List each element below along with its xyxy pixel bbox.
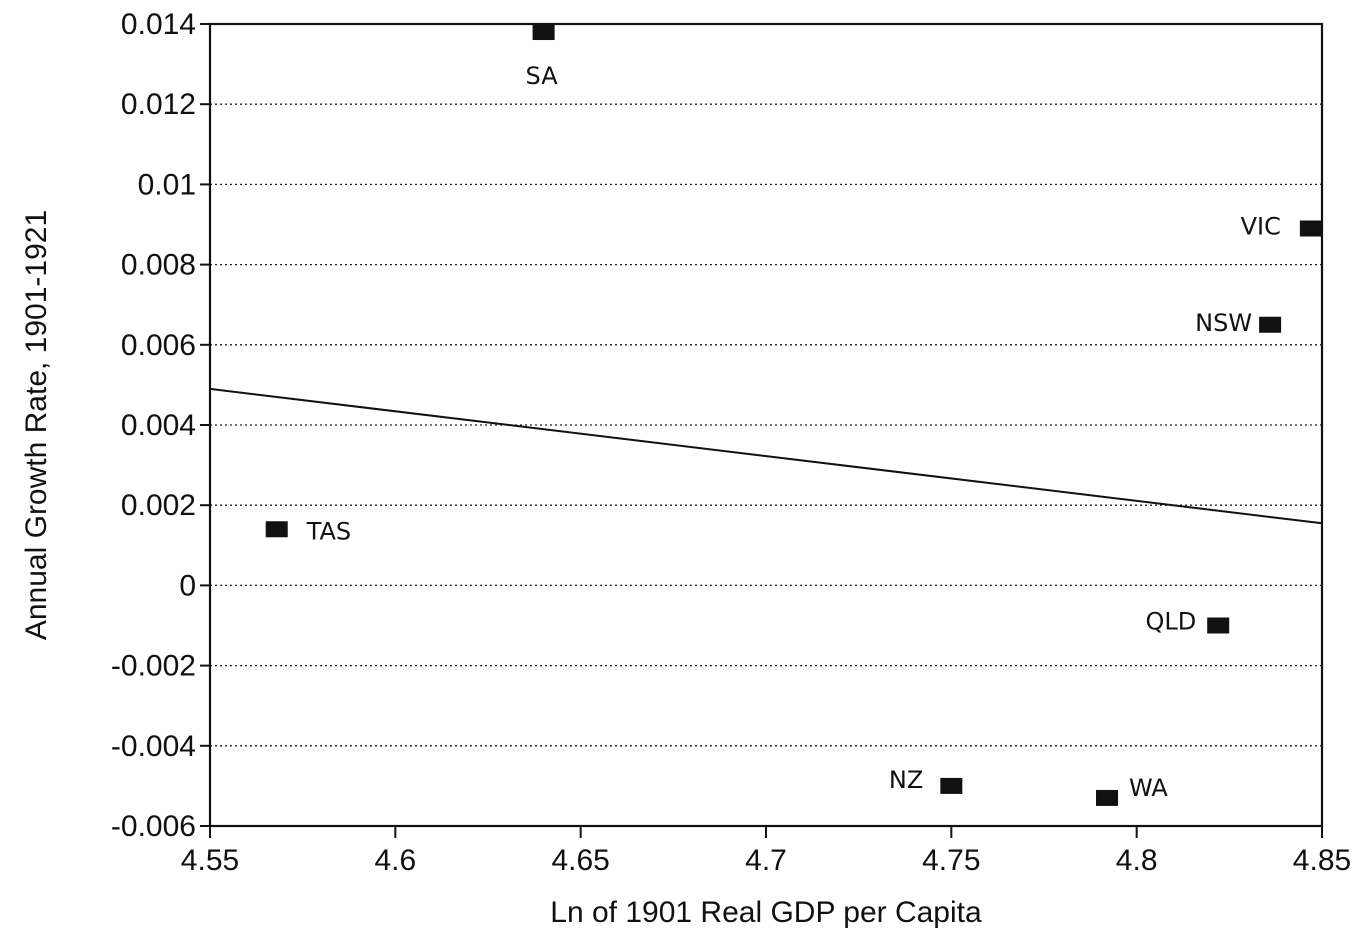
point-label: TAS xyxy=(306,517,351,545)
point-label: NZ xyxy=(889,766,923,794)
y-tick-label: 0.01 xyxy=(138,168,196,201)
x-tick-label: 4.55 xyxy=(181,844,239,877)
y-axis-title: Annual Growth Rate, 1901-1921 xyxy=(20,210,53,640)
x-tick-label: 4.6 xyxy=(374,844,416,877)
y-tick-label: 0.006 xyxy=(121,329,196,362)
point-marker xyxy=(1299,220,1322,237)
point-marker xyxy=(1207,617,1230,634)
y-tick-label: 0.002 xyxy=(121,489,196,522)
y-tick-label: 0.004 xyxy=(121,409,196,442)
y-tick-labels: -0.006 -0.004 -0.002 0 0.002 0.004 0.006 0.008 0… xyxy=(111,8,196,843)
trend-line xyxy=(209,387,1323,525)
y-tick-label: 0 xyxy=(179,569,196,602)
y-tick-label: -0.002 xyxy=(111,650,196,683)
axis-ticks xyxy=(200,23,1323,838)
point-labels: SA VIC NSW TAS QLD NZ WA xyxy=(306,62,1281,802)
y-tick-label: 0.012 xyxy=(121,88,196,121)
point-marker xyxy=(1259,316,1282,333)
x-tick-label: 4.8 xyxy=(1116,844,1158,877)
point-marker xyxy=(1096,789,1119,806)
x-tick-label: 4.7 xyxy=(745,844,787,877)
y-tick-label: -0.004 xyxy=(111,730,196,763)
data-points xyxy=(265,24,1322,806)
point-label: SA xyxy=(526,62,559,90)
gridlines xyxy=(210,103,1322,747)
x-tick-label: 4.75 xyxy=(922,844,980,877)
x-tick-label: 4.65 xyxy=(551,844,609,877)
x-tick-labels: 4.55 4.6 4.65 4.7 4.75 4.8 4.85 xyxy=(181,844,1351,877)
y-tick-label: 0.008 xyxy=(121,249,196,282)
x-axis-title: Ln of 1901 Real GDP per Capita xyxy=(550,896,982,929)
point-marker xyxy=(532,24,555,41)
point-label: NSW xyxy=(1195,309,1252,337)
y-tick-label: 0.014 xyxy=(121,8,196,41)
point-marker xyxy=(265,521,288,538)
point-label: WA xyxy=(1129,774,1168,802)
point-label: VIC xyxy=(1241,213,1281,241)
point-label: QLD xyxy=(1145,608,1196,636)
point-marker xyxy=(940,777,963,794)
y-tick-label: -0.006 xyxy=(111,810,196,843)
x-tick-label: 4.85 xyxy=(1293,844,1351,877)
